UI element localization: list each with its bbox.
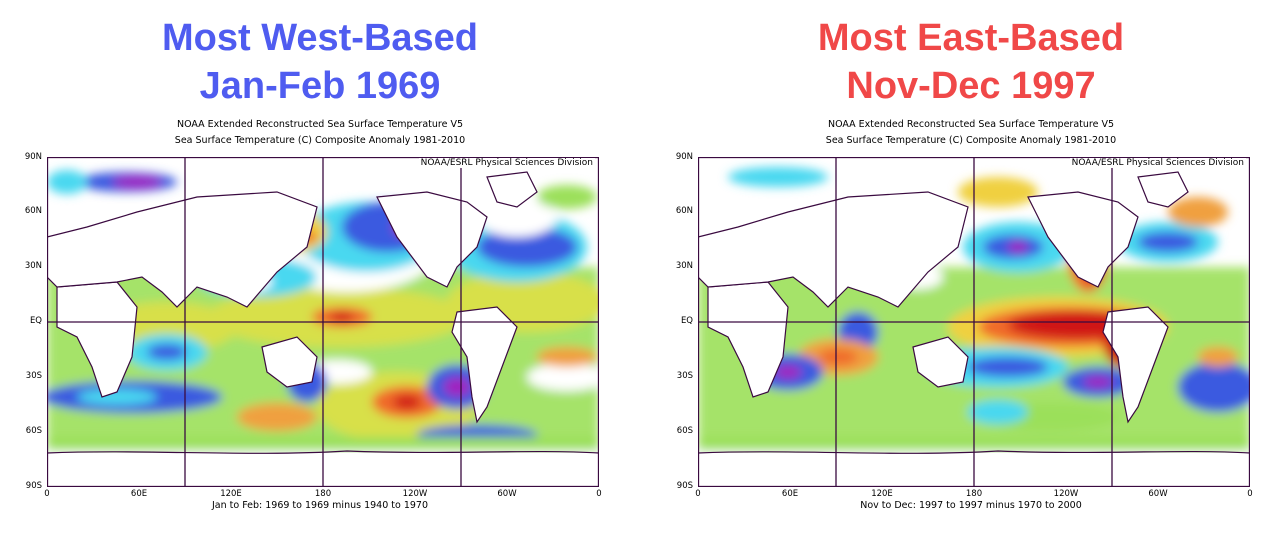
lon-label-60w: 60W [497, 489, 517, 499]
lon-label-0: 0 [44, 489, 50, 499]
lat-label-90n: 90N [24, 152, 42, 162]
lon-label-120e: 120E [871, 489, 893, 499]
lat-label-30n: 30N [675, 261, 693, 271]
lon-label-60e: 60E [781, 489, 799, 499]
lon-label-60e: 60E [130, 489, 148, 499]
panel-title-line2: Nov-Dec 1997 [846, 65, 1096, 107]
period-caption: Nov to Dec: 1997 to 1997 minus 1970 to 2… [860, 500, 1082, 511]
sst-anomaly-map: NOAA/ESRL Physical Sciences Division [698, 157, 1250, 487]
lon-label-0-end: 0 [1247, 489, 1253, 499]
panel-east-based: Most East-Based Nov-Dec 1997 NOAA Extend… [651, 0, 1280, 539]
lon-label-120e: 120E [220, 489, 242, 499]
lat-label-30s: 30S [25, 371, 42, 381]
sst-anomaly-svg [698, 157, 1250, 487]
panel-title-line2: Jan-Feb 1969 [199, 65, 441, 107]
dataset-subtitle: NOAA Extended Reconstructed Sea Surface … [827, 119, 1115, 130]
lat-label-eq: EQ [680, 316, 693, 326]
panel-title-line1: Most West-Based [161, 17, 479, 59]
lon-label-120w: 120W [402, 489, 428, 499]
sst-anomaly-svg [47, 157, 599, 487]
lat-label-60s: 60S [676, 426, 693, 436]
lon-label-180: 180 [965, 489, 983, 499]
variable-subtitle: Sea Surface Temperature (C) Composite An… [825, 135, 1117, 146]
panel-west-based: Most West-Based Jan-Feb 1969 NOAA Extend… [24, 17, 602, 511]
psd-watermark: NOAA/ESRL Physical Sciences Division [1069, 158, 1246, 168]
dataset-subtitle: NOAA Extended Reconstructed Sea Surface … [176, 119, 464, 130]
lon-label-120w: 120W [1053, 489, 1079, 499]
lat-label-60n: 60N [24, 206, 42, 216]
lon-label-0: 0 [695, 489, 701, 499]
lat-label-90n: 90N [675, 152, 693, 162]
lat-label-60n: 60N [675, 206, 693, 216]
lon-label-60w: 60W [1148, 489, 1168, 499]
lat-label-90s: 90S [25, 481, 42, 491]
lat-label-eq: EQ [29, 316, 42, 326]
variable-subtitle: Sea Surface Temperature (C) Composite An… [174, 135, 466, 146]
sst-anomaly-map: NOAA/ESRL Physical Sciences Division [47, 157, 599, 487]
period-caption: Jan to Feb: 1969 to 1969 minus 1940 to 1… [211, 500, 429, 511]
lon-label-0-end: 0 [596, 489, 602, 499]
lat-label-30s: 30S [676, 371, 693, 381]
panel-title-line1: Most East-Based [817, 17, 1125, 59]
lat-label-90s: 90S [676, 481, 693, 491]
lat-label-60s: 60S [25, 426, 42, 436]
lat-label-30n: 30N [24, 261, 42, 271]
psd-watermark: NOAA/ESRL Physical Sciences Division [418, 158, 595, 168]
lon-label-180: 180 [314, 489, 332, 499]
